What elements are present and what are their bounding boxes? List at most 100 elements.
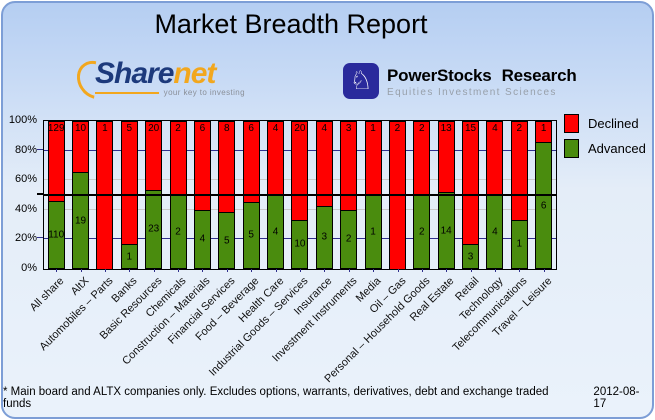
- x-tick: [324, 269, 326, 272]
- declined-segment: 5: [120, 121, 138, 245]
- advanced-segment: 19: [72, 172, 90, 269]
- stacked-bar: 129 110: [47, 121, 65, 269]
- advanced-count: 2: [175, 226, 181, 238]
- declined-segment: 6: [193, 121, 211, 210]
- advanced-segment: 10: [291, 219, 309, 269]
- advanced-count: 5: [224, 235, 230, 247]
- bar-retail: 15 3: [458, 121, 482, 269]
- declined-segment: 8: [218, 121, 236, 213]
- powerstocks-logo: ♘ PowerStocks Research Equities Investmen…: [343, 63, 577, 99]
- advanced-segment: 1: [510, 219, 528, 269]
- legend-item-declined: Declined: [564, 114, 646, 133]
- advanced-count: 3: [321, 231, 328, 243]
- sharenet-tagline: your key to investing: [95, 88, 245, 97]
- declined-segment: 3: [340, 121, 358, 210]
- declined-count: 4: [272, 123, 279, 134]
- sharenet-word-net: net: [173, 57, 216, 90]
- x-tick: [519, 269, 521, 272]
- declined-count: 3: [345, 123, 352, 134]
- y-tick-label-0: 0%: [21, 262, 37, 274]
- x-tick: [421, 269, 423, 272]
- x-tick: [397, 269, 399, 272]
- declined-segment: 2: [169, 121, 187, 195]
- declined-segment: 1: [364, 121, 382, 195]
- legend-swatch-declined: [564, 114, 579, 133]
- y-tick-label-100: 100%: [8, 114, 37, 126]
- advanced-segment: 1: [120, 244, 138, 269]
- declined-segment: 20: [291, 121, 309, 220]
- declined-count: 4: [321, 123, 328, 134]
- declined-count: 1: [370, 123, 376, 134]
- legend-swatch-advanced: [564, 139, 579, 158]
- y-axis-labels: 100% 80% 60% 40% 20% 0%: [3, 114, 37, 274]
- advanced-segment: 3: [315, 205, 333, 269]
- declined-count: 10: [75, 123, 87, 134]
- declined-count: 4: [492, 123, 498, 134]
- stacked-bar: 15 3: [462, 121, 480, 269]
- advanced-segment: 3: [462, 244, 480, 269]
- declined-count: 6: [248, 123, 254, 134]
- advanced-count: 1: [370, 226, 376, 238]
- advanced-segment: 4: [267, 195, 285, 269]
- advanced-count: 4: [199, 233, 206, 245]
- advanced-count: 14: [440, 225, 452, 237]
- declined-count: 20: [148, 123, 160, 134]
- fifty-percent-line: [44, 194, 556, 196]
- x-tick: [300, 269, 301, 272]
- sharenet-logo: Sharenet your key to investing: [69, 53, 245, 107]
- powerstocks-wordmark: PowerStocks Research: [387, 66, 577, 86]
- advanced-count: 5: [248, 229, 254, 241]
- powerstocks-tagline: Equities Investment Sciences: [387, 86, 557, 98]
- declined-segment: 6: [242, 121, 260, 202]
- powerstocks-word2: Research: [501, 66, 577, 85]
- advanced-count: 6: [540, 200, 547, 212]
- declined-segment: 2: [510, 121, 528, 220]
- powerstocks-word1: PowerStocks: [387, 66, 492, 85]
- stacked-bar: 20 23: [145, 121, 163, 269]
- x-tick: [202, 269, 204, 272]
- x-tick: [470, 269, 472, 272]
- advanced-count: 19: [75, 215, 87, 227]
- declined-segment: 4: [315, 121, 333, 206]
- x-tick: [373, 269, 375, 272]
- x-tick: [56, 269, 58, 272]
- y-tick-50: [37, 193, 43, 195]
- x-tick: [226, 269, 228, 272]
- bar-industrial-goods-services: 20 10: [288, 121, 312, 269]
- advanced-segment: 4: [193, 209, 211, 269]
- advanced-count: 23: [148, 223, 160, 235]
- advanced-segment: 14: [437, 192, 455, 269]
- advanced-count: 4: [492, 226, 498, 238]
- declined-count: 2: [419, 123, 425, 134]
- advanced-segment: 4: [486, 195, 504, 269]
- x-tick: [543, 269, 545, 272]
- footer: * Main board and ALTX companies only. Ex…: [3, 386, 652, 410]
- declined-count: 6: [199, 123, 206, 134]
- bar-basic-resources: 20 23: [142, 121, 166, 269]
- declined-count: 2: [175, 123, 181, 134]
- advanced-count: 4: [272, 226, 279, 238]
- footnote: * Main board and ALTX companies only. Ex…: [3, 386, 549, 410]
- stacked-bar: 13 14: [437, 121, 455, 269]
- report-date: 2012-08-17: [593, 386, 640, 410]
- x-tick: [495, 269, 497, 272]
- declined-segment: 10: [72, 121, 90, 173]
- report-title: Market Breadth Report: [154, 9, 428, 39]
- advanced-count: 3: [467, 251, 474, 263]
- declined-count: 1: [102, 123, 108, 134]
- y-tick-label-80: 80%: [14, 143, 37, 156]
- declined-count: 1: [540, 123, 547, 134]
